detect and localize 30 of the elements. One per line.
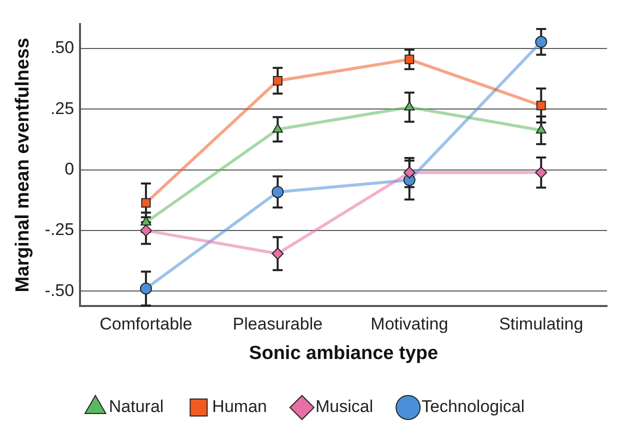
y-tick-label: -.50 [44, 280, 74, 300]
x-tick-label: Pleasurable [232, 314, 323, 334]
point [403, 166, 416, 179]
x-axis-title: Sonic ambiance type [249, 342, 438, 364]
legend-label: Human [212, 397, 267, 416]
point [272, 76, 282, 86]
y-tick-label: -.25 [44, 220, 74, 240]
point [141, 198, 151, 208]
point [272, 123, 283, 133]
point [272, 248, 284, 260]
y-tick-label: .25 [50, 98, 74, 118]
legend-label: Natural [108, 397, 164, 416]
y-axis-title: Marginal mean eventfulness [12, 38, 34, 292]
point [404, 101, 415, 110]
x-tick-label: Stimulating [499, 314, 584, 334]
point [272, 186, 284, 198]
point [536, 100, 546, 110]
point [140, 282, 152, 295]
y-tick-label: .50 [50, 38, 74, 58]
y-tick-label: 0 [64, 160, 74, 179]
legend-label: Technological [422, 397, 525, 416]
point [404, 54, 414, 64]
point [535, 36, 548, 48]
point [536, 124, 546, 134]
point [535, 166, 548, 179]
x-tick-label: Comfortable [100, 314, 192, 334]
point [140, 216, 152, 226]
x-tick-label: Motivating [370, 314, 448, 334]
point [140, 224, 152, 237]
legend-label: Musical [315, 397, 374, 416]
